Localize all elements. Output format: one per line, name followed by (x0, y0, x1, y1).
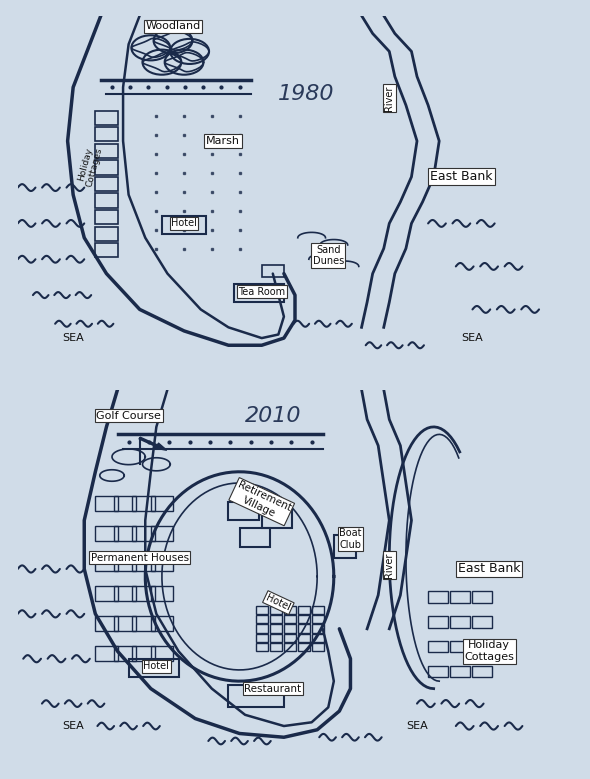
Text: Hotel: Hotel (264, 593, 292, 612)
Text: Holiday
Cottages: Holiday Cottages (75, 144, 104, 189)
Text: SEA: SEA (406, 721, 428, 731)
Text: SEA: SEA (461, 333, 483, 343)
Text: Tea Room: Tea Room (238, 287, 286, 297)
Text: SEA: SEA (63, 333, 84, 343)
Text: Boat
Club: Boat Club (339, 528, 362, 550)
Text: 2010: 2010 (245, 406, 301, 425)
Text: Restaurant: Restaurant (244, 684, 301, 693)
Text: East Bank: East Bank (458, 562, 520, 576)
Text: River: River (384, 552, 394, 578)
Text: Hotel: Hotel (171, 218, 197, 228)
Text: Sand
Dunes: Sand Dunes (313, 245, 344, 266)
Text: Hotel: Hotel (143, 661, 169, 671)
Text: River: River (384, 86, 394, 111)
Text: Woodland: Woodland (145, 21, 201, 31)
Text: Marsh: Marsh (206, 136, 240, 146)
Text: Retirement
Village: Retirement Village (231, 480, 293, 523)
Text: Permanent Houses: Permanent Houses (91, 553, 189, 562)
Text: 1980: 1980 (278, 84, 335, 104)
FancyArrow shape (139, 437, 167, 450)
Text: Golf Course: Golf Course (96, 411, 161, 421)
Text: SEA: SEA (63, 721, 84, 731)
Text: Holiday
Cottages: Holiday Cottages (464, 640, 514, 662)
Text: East Bank: East Bank (430, 171, 493, 183)
